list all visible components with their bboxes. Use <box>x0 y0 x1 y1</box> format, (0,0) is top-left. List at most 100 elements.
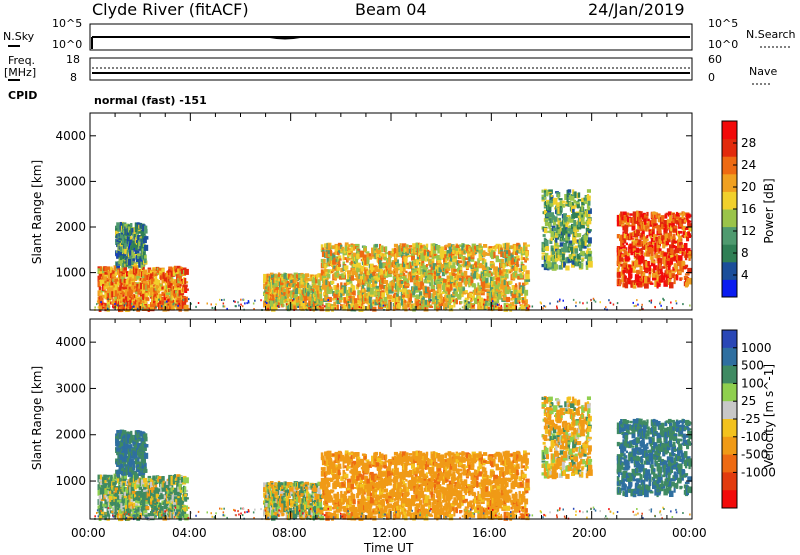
power-cell <box>476 293 480 296</box>
power-cell <box>483 304 485 306</box>
power-cell <box>357 283 359 287</box>
power-cell <box>500 248 503 250</box>
power-cell <box>672 234 675 239</box>
power-cell <box>487 289 491 292</box>
power-cell <box>298 288 300 294</box>
power-cell <box>340 304 342 306</box>
power-cell <box>342 306 344 308</box>
power-cell <box>525 251 528 257</box>
power-cell <box>377 270 381 272</box>
power-cell <box>682 303 684 305</box>
power-cell <box>420 304 422 306</box>
power-cell <box>297 306 299 308</box>
velocity-cell <box>100 475 102 480</box>
power-cell <box>323 259 326 262</box>
power-cell <box>672 219 675 223</box>
power-cell <box>145 297 149 301</box>
power-cell <box>330 250 332 253</box>
power-cell <box>384 280 389 284</box>
power-cell <box>129 256 132 260</box>
power-cell <box>568 189 572 193</box>
power-cell <box>380 253 383 257</box>
power-cell <box>581 215 583 218</box>
power-cell <box>649 300 651 302</box>
power-cell <box>302 304 304 306</box>
power-cell <box>395 268 398 274</box>
power-cell <box>545 306 547 308</box>
power-cell <box>387 275 392 277</box>
power-cell <box>634 305 636 307</box>
power-cell <box>523 269 525 272</box>
power-cell <box>674 279 676 284</box>
power-cell <box>644 219 647 225</box>
power-cell <box>324 297 328 301</box>
power-cell <box>613 304 615 306</box>
power-cell <box>108 306 111 308</box>
power-cell <box>416 243 419 248</box>
power-cell <box>416 281 419 287</box>
power-cell <box>133 306 135 308</box>
power-cell <box>526 305 528 307</box>
power-cell <box>314 301 316 303</box>
power-cell <box>687 278 692 285</box>
power-cell <box>465 290 468 293</box>
power-cell <box>322 248 325 250</box>
power-cell <box>492 300 494 302</box>
power-cell <box>477 299 479 301</box>
power-cell <box>456 245 460 248</box>
power-cell <box>415 266 418 268</box>
power-cell <box>360 276 363 280</box>
power-cell <box>384 254 387 256</box>
power-cell <box>134 302 136 304</box>
power-cell <box>282 304 284 307</box>
power-cell <box>581 198 584 202</box>
power-cell <box>674 226 678 228</box>
power-cell <box>140 300 142 302</box>
power-cell <box>635 305 637 307</box>
power-cell <box>498 294 501 300</box>
power-cell <box>296 297 298 303</box>
power-cell <box>646 235 648 238</box>
power-cell <box>588 206 590 210</box>
power-cell <box>470 298 472 300</box>
power-cell <box>235 305 237 307</box>
power-cell <box>588 251 592 254</box>
power-cell <box>563 243 567 249</box>
power-cell <box>626 258 631 261</box>
power-cell <box>493 252 495 258</box>
power-cell <box>587 194 589 197</box>
power-cell <box>470 300 472 302</box>
power-cell <box>688 233 691 238</box>
power-cell <box>167 304 169 306</box>
power-cell <box>619 280 621 286</box>
power-cell <box>453 256 457 258</box>
power-cell <box>233 300 235 302</box>
power-cell <box>155 306 157 308</box>
power-cell <box>248 300 250 302</box>
power-cell <box>131 228 133 233</box>
power-cell <box>219 299 221 301</box>
power-cell <box>522 272 524 275</box>
power-cell <box>114 303 116 305</box>
power-cell <box>571 249 574 252</box>
power-cell <box>551 195 553 197</box>
power-cell <box>575 305 577 307</box>
power-cell <box>489 271 491 274</box>
power-cell <box>608 299 610 301</box>
power-cell <box>361 307 363 309</box>
power-cell <box>164 302 166 304</box>
power-cell <box>392 286 394 292</box>
power-cell <box>348 304 350 306</box>
power-cell <box>347 301 349 303</box>
power-cell <box>207 303 209 305</box>
power-cell <box>327 278 329 280</box>
power-cell <box>385 246 387 251</box>
power-cell <box>120 246 123 252</box>
power-cell <box>626 243 628 246</box>
power-cell <box>508 250 510 253</box>
power-cell <box>361 266 365 272</box>
power-cell <box>223 303 225 305</box>
power-cell <box>554 264 558 269</box>
power-cell <box>135 292 138 295</box>
power-cell <box>540 301 542 303</box>
